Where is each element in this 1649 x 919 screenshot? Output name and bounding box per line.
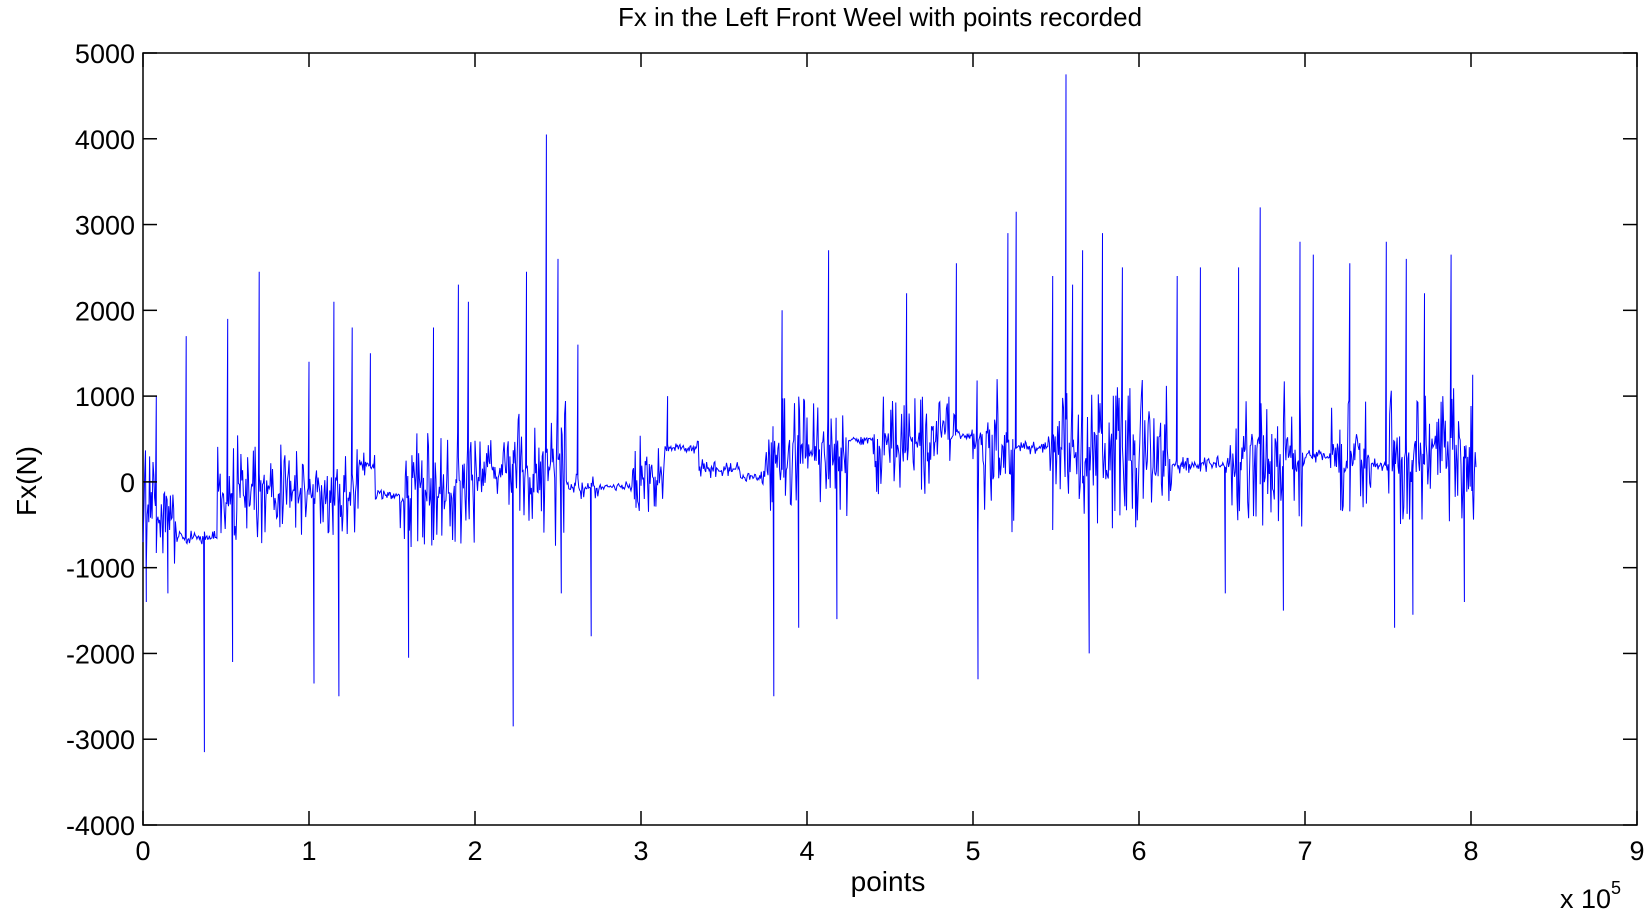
y-tick-label: -1000	[66, 554, 135, 584]
y-tick-label: -3000	[66, 725, 135, 755]
y-tick-label: -4000	[66, 811, 135, 841]
y-tick-label: 4000	[75, 125, 135, 155]
x-tick-label: 1	[301, 836, 316, 866]
series-line	[142, 74, 1477, 753]
x-tick-label: 2	[467, 836, 482, 866]
x-tick-label: 4	[799, 836, 814, 866]
y-tick-label: 0	[120, 468, 135, 498]
y-tick-label: -2000	[66, 639, 135, 669]
x-tick-label: 5	[965, 836, 980, 866]
x-axis-multiplier-exponent: 5	[1611, 878, 1621, 898]
x-tick-label: 0	[135, 836, 150, 866]
x-tick-label: 3	[633, 836, 648, 866]
series-layer	[142, 74, 1477, 753]
y-tick-label: 5000	[75, 39, 135, 69]
y-tick-label: 1000	[75, 382, 135, 412]
chart-title: Fx in the Left Front Weel with points re…	[618, 2, 1142, 32]
x-axis-multiplier-base: x 10	[1560, 884, 1611, 914]
y-tick-label: 3000	[75, 211, 135, 241]
x-tick-label: 8	[1463, 836, 1478, 866]
y-tick-label: 2000	[75, 296, 135, 326]
x-tick-label: 9	[1629, 836, 1644, 866]
x-axis-label: points	[851, 866, 926, 897]
y-axis-label: Fx(N)	[11, 446, 42, 516]
x-axis-multiplier: x 105	[1560, 878, 1621, 914]
ticks-layer: 0 1 2 3 4 5 6 7 8 9 -4000 -3000 -2000 -1000 0 1000 2000 3…	[66, 39, 1645, 866]
x-tick-label: 7	[1297, 836, 1312, 866]
x-tick-label: 6	[1131, 836, 1146, 866]
